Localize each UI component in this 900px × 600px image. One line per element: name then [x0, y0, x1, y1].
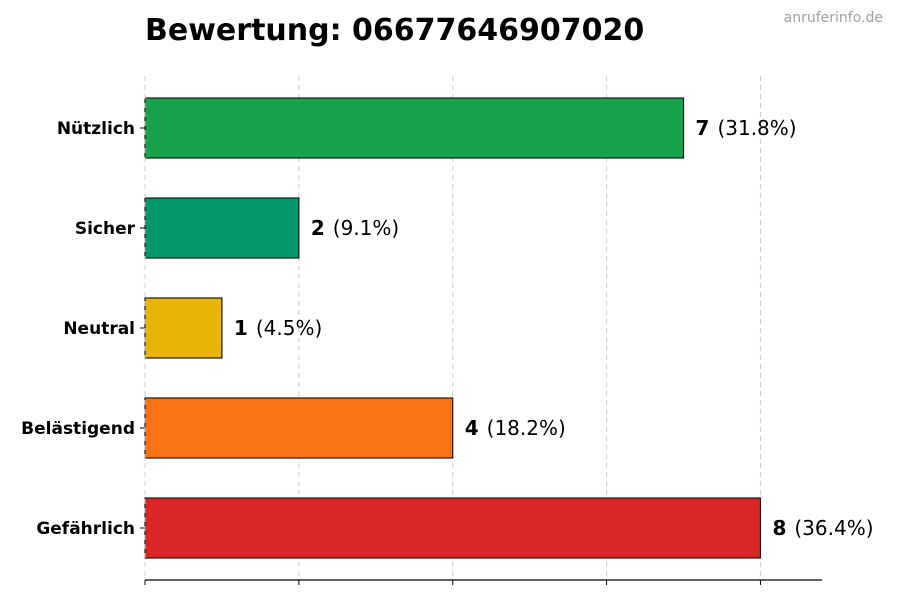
value-label-4: 8 (36.4%)	[772, 516, 873, 540]
category-label-4: Gefährlich	[36, 519, 135, 539]
value-percent-4: (36.4%)	[794, 516, 873, 540]
bar-4	[144, 497, 762, 559]
bars	[144, 97, 762, 559]
value-count-2: 1	[234, 316, 248, 340]
category-label-1: Sicher	[75, 219, 136, 239]
bar-2	[144, 297, 223, 359]
value-labels: 7 (31.8%) 2 (9.1%) 1 (4.5%) 4 (18.2%) 8 (36.4%)	[234, 116, 874, 540]
value-percent-3: (18.2%)	[487, 416, 566, 440]
watermark: anruferinfo.de	[784, 10, 883, 26]
value-percent-1: (9.1%)	[333, 216, 399, 240]
value-count-0: 7	[696, 116, 710, 140]
chart-title: Bewertung: 06677646907020	[145, 13, 644, 48]
value-label-0: 7 (31.8%)	[696, 116, 797, 140]
bar-3	[144, 397, 454, 459]
value-label-2: 1 (4.5%)	[234, 316, 322, 340]
category-label-3: Belästigend	[21, 419, 135, 439]
value-label-1: 2 (9.1%)	[311, 216, 399, 240]
value-count-3: 4	[465, 416, 479, 440]
x-axis	[140, 76, 822, 585]
value-percent-0: (31.8%)	[717, 116, 796, 140]
bar-1	[144, 197, 300, 259]
value-label-3: 4 (18.2%)	[465, 416, 566, 440]
value-percent-2: (4.5%)	[256, 316, 322, 340]
bar-0	[144, 97, 685, 159]
category-label-0: Nützlich	[57, 119, 135, 139]
value-count-1: 2	[311, 216, 325, 240]
category-labels: Nützlich Sicher Neutral Belästigend Gefährli…	[21, 119, 135, 539]
value-count-4: 8	[772, 516, 786, 540]
category-label-2: Neutral	[63, 319, 135, 339]
